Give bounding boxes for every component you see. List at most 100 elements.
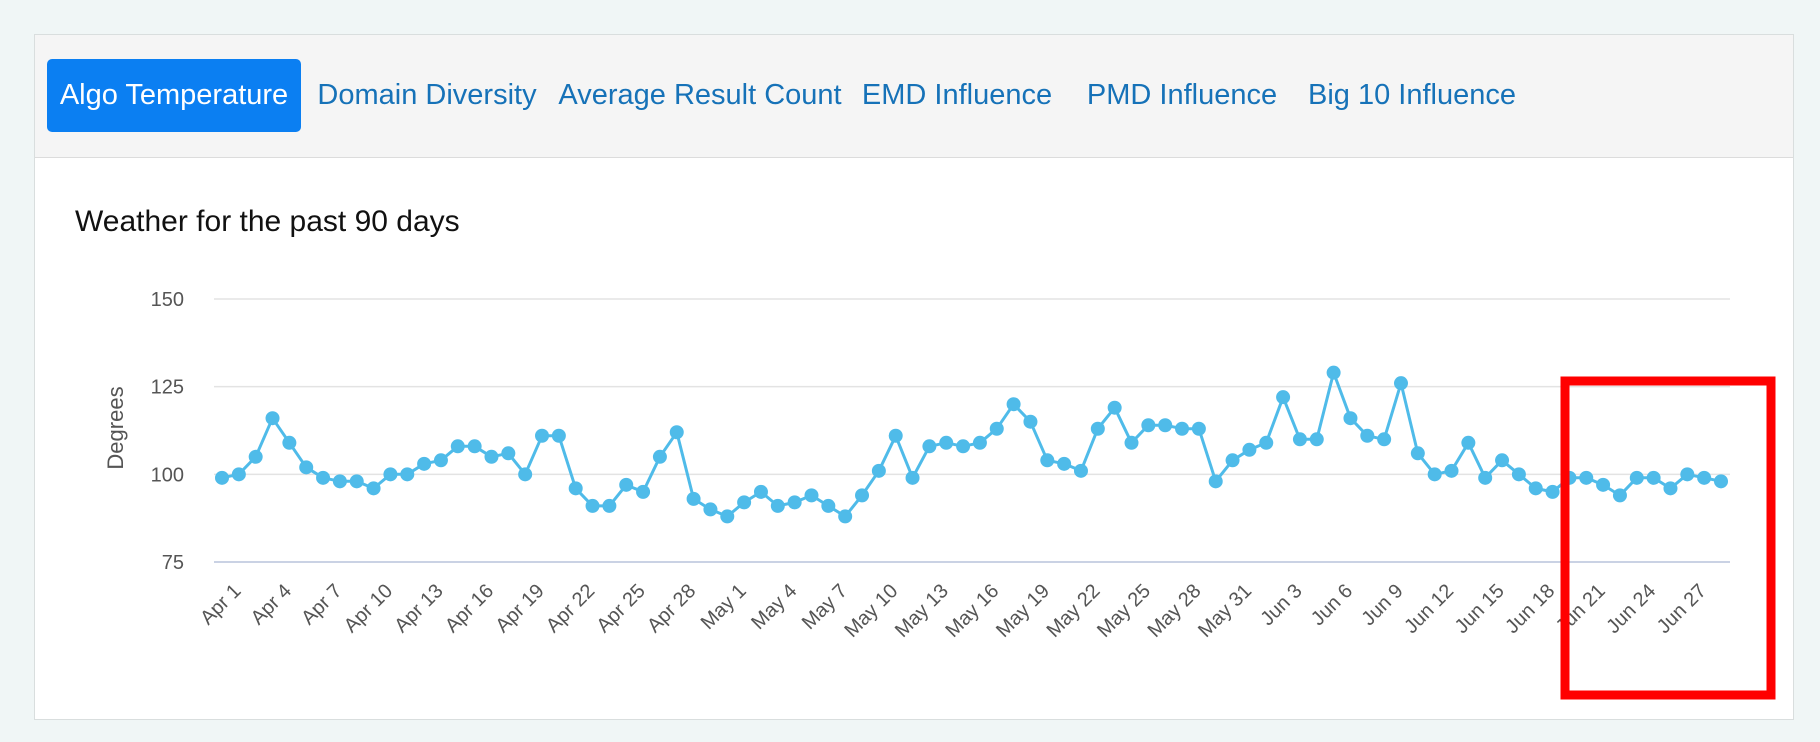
- data-point: [248, 449, 263, 464]
- x-tick-label: May 10: [840, 580, 902, 642]
- data-point: [1478, 470, 1493, 485]
- x-tick-label: Apr 19: [491, 580, 548, 637]
- data-point: [770, 498, 785, 513]
- data-point: [484, 449, 499, 464]
- data-point: [1141, 418, 1156, 433]
- data-point: [1090, 421, 1105, 436]
- data-point: [602, 498, 617, 513]
- data-point: [1495, 453, 1510, 468]
- data-point: [1309, 432, 1324, 447]
- data-point: [1646, 470, 1661, 485]
- data-point: [703, 502, 718, 517]
- data-point: [535, 428, 550, 443]
- data-point: [1629, 470, 1644, 485]
- data-point: [1663, 481, 1678, 496]
- x-tick-label: Apr 1: [196, 580, 245, 629]
- data-point: [1528, 481, 1543, 496]
- x-tick-label: May 1: [697, 580, 751, 634]
- x-tick-label: Jun 12: [1400, 580, 1458, 638]
- tab-average-result-count[interactable]: Average Result Count: [558, 79, 842, 111]
- x-tick-label: Apr 22: [542, 580, 599, 637]
- data-point: [939, 435, 954, 450]
- data-point: [1343, 411, 1358, 426]
- x-tick-label: Jun 15: [1451, 580, 1509, 638]
- x-tick-label: Apr 4: [247, 580, 296, 629]
- tab-big-10-influence[interactable]: Big 10 Influence: [1308, 79, 1516, 111]
- data-point: [1427, 467, 1442, 482]
- data-point: [989, 421, 1004, 436]
- data-point: [450, 439, 465, 454]
- x-tick-label: Jun 3: [1256, 580, 1306, 630]
- tab-domain-diversity[interactable]: Domain Diversity: [317, 79, 537, 111]
- data-point: [1511, 467, 1526, 482]
- data-point: [231, 467, 246, 482]
- x-tick-label: May 25: [1093, 580, 1155, 642]
- data-point: [1714, 474, 1728, 489]
- chart-card: Algo Temperature Domain Diversity Averag…: [34, 34, 1794, 720]
- data-point: [821, 498, 836, 513]
- x-tick-label: May 31: [1194, 580, 1256, 642]
- tab-emd-influence[interactable]: EMD Influence: [861, 79, 1053, 111]
- data-point: [1175, 421, 1190, 436]
- data-point: [686, 491, 701, 506]
- data-point: [1326, 365, 1341, 380]
- y-tick-label: 75: [162, 552, 184, 574]
- x-tick-label: Jun 24: [1602, 580, 1660, 638]
- data-point: [888, 428, 903, 443]
- data-point: [619, 477, 634, 492]
- data-point: [956, 439, 971, 454]
- data-point: [467, 439, 482, 454]
- y-tick-label: 150: [151, 289, 184, 311]
- x-tick-label: Apr 16: [441, 580, 498, 637]
- data-point: [1680, 467, 1695, 482]
- data-point: [400, 467, 415, 482]
- data-point: [1360, 428, 1375, 443]
- x-tick-label: Apr 25: [593, 580, 650, 637]
- y-tick-label: 100: [151, 464, 184, 486]
- data-point: [1191, 421, 1206, 436]
- data-point: [1276, 390, 1291, 405]
- data-point: [1461, 435, 1476, 450]
- data-point: [316, 470, 331, 485]
- data-point: [1124, 435, 1139, 450]
- y-tick-label: 125: [151, 377, 184, 399]
- data-point: [1242, 442, 1257, 457]
- data-point: [669, 425, 684, 440]
- data-point: [1073, 463, 1088, 478]
- x-tick-label: Apr 28: [643, 580, 700, 637]
- x-tick-label: Jun 27: [1653, 580, 1711, 638]
- data-point: [1158, 418, 1173, 433]
- data-point: [652, 449, 667, 464]
- chart-title: Weather for the past 90 days: [75, 205, 460, 238]
- data-point: [585, 498, 600, 513]
- series-line: [221, 371, 1722, 518]
- highlight-box: [1560, 376, 1776, 700]
- y-axis-label: Degrees: [103, 386, 128, 469]
- data-point: [1107, 400, 1122, 415]
- data-point: [282, 435, 297, 450]
- data-point: [332, 474, 347, 489]
- data-point: [838, 509, 853, 524]
- x-tick-label: Apr 10: [340, 580, 397, 637]
- data-point: [1410, 446, 1425, 461]
- data-point: [871, 463, 886, 478]
- data-point: [518, 467, 533, 482]
- x-tick-label: May 13: [891, 580, 953, 642]
- x-tick-label: May 19: [992, 580, 1054, 642]
- data-point: [417, 456, 432, 471]
- tab-pmd-influence[interactable]: PMD Influence: [1086, 79, 1278, 111]
- tab-bar: Algo Temperature Domain Diversity Averag…: [35, 35, 1793, 158]
- data-point: [972, 435, 987, 450]
- data-point: [1596, 477, 1611, 492]
- data-point: [551, 428, 566, 443]
- data-point: [383, 467, 398, 482]
- data-point: [1579, 470, 1594, 485]
- data-point: [1393, 376, 1408, 391]
- data-point: [501, 446, 516, 461]
- data-point: [1225, 453, 1240, 468]
- data-point: [804, 488, 819, 503]
- x-tick-label: May 28: [1144, 580, 1206, 642]
- tab-algo-temperature[interactable]: Algo Temperature: [47, 59, 301, 132]
- data-point: [1612, 488, 1627, 503]
